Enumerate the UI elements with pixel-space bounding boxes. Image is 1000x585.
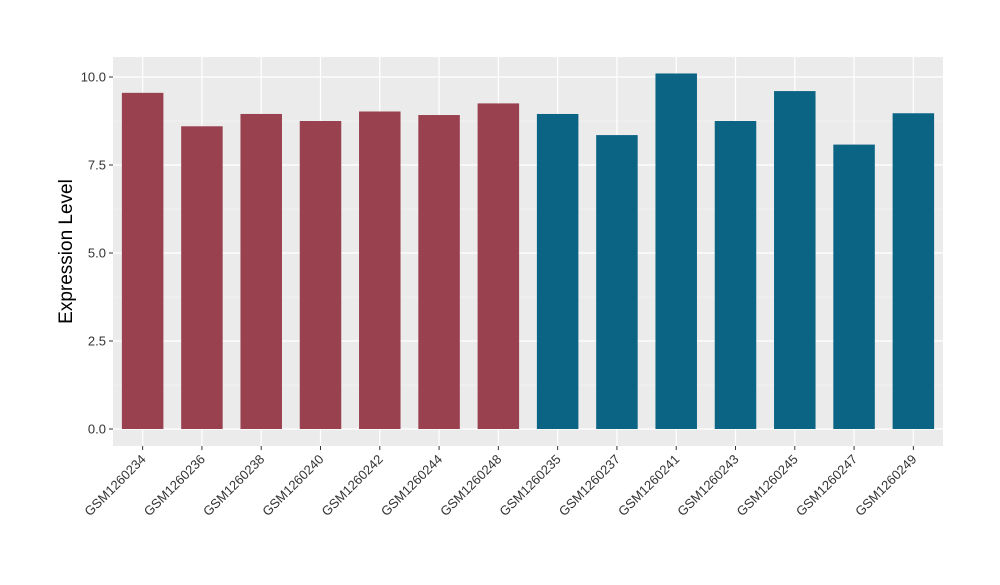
x-tick-label: GSM1260249 — [852, 452, 919, 519]
x-tick-label: GSM1260241 — [615, 452, 682, 519]
y-axis-title: Expression Level — [56, 179, 77, 324]
bar-gsm1260247 — [833, 144, 875, 430]
y-tick-label: 2.5 — [88, 334, 106, 349]
bars — [121, 73, 935, 430]
y-tick-label: 10.0 — [81, 70, 106, 85]
bar-gsm1260234 — [121, 92, 164, 429]
x-tick-label: GSM1260234 — [81, 452, 148, 519]
bar-gsm1260243 — [714, 121, 757, 429]
bar-gsm1260237 — [596, 135, 638, 429]
bar-gsm1260240 — [299, 121, 342, 429]
x-tick-label: GSM1260240 — [259, 452, 326, 519]
x-tick-label: GSM1260238 — [200, 452, 267, 519]
x-tick-label: GSM1260242 — [319, 452, 386, 519]
bar-gsm1260238 — [240, 113, 282, 430]
bar-gsm1260241 — [655, 73, 697, 429]
bar-gsm1260248 — [477, 103, 520, 430]
x-tick-label: GSM1260235 — [496, 452, 563, 519]
x-tick-label: GSM1260243 — [674, 452, 741, 519]
x-tick-label: GSM1260236 — [141, 452, 208, 519]
y-tick-label: 5.0 — [88, 246, 106, 261]
x-tick-label: GSM1260244 — [378, 452, 445, 519]
x-tick-label: GSM1260247 — [793, 452, 860, 519]
x-tick-label: GSM1260248 — [437, 452, 504, 519]
bar-gsm1260235 — [536, 113, 579, 430]
bar-gsm1260236 — [181, 126, 223, 429]
bar-gsm1260242 — [359, 111, 401, 429]
bar-gsm1260249 — [892, 113, 935, 430]
x-tick-label: GSM1260237 — [556, 452, 623, 519]
plot-panel — [113, 57, 943, 446]
y-tick-label: 7.5 — [88, 158, 106, 173]
x-tick-label: GSM1260245 — [734, 452, 801, 519]
bar-gsm1260244 — [418, 115, 460, 430]
y-tick-label: 0.0 — [88, 422, 106, 437]
bar-gsm1260245 — [774, 91, 816, 429]
